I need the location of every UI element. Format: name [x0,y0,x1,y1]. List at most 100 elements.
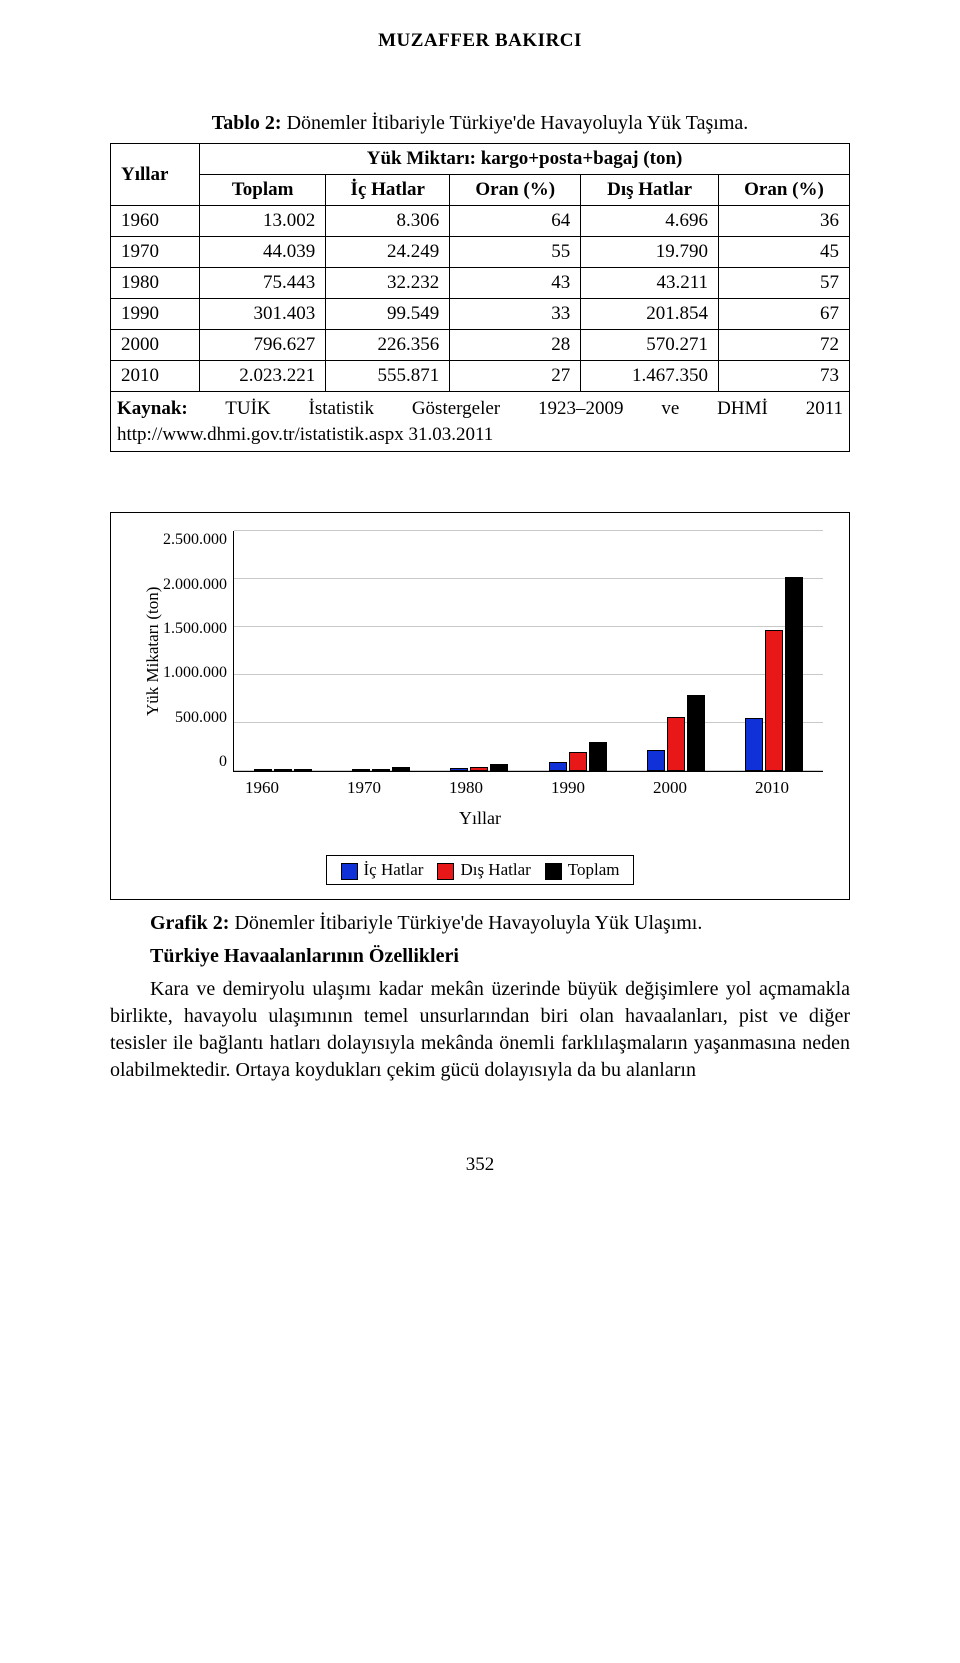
chart-gridline [234,530,823,531]
legend-label: Toplam [568,860,620,879]
legend-item: Toplam [545,860,620,880]
chart-bar [589,742,607,771]
chart-bar [450,768,468,771]
legend-swatch [545,863,562,880]
table-cell: 72 [719,330,850,361]
table-row: 1990301.40399.54933201.85467 [111,299,850,330]
chart-plot-area [233,531,823,772]
table-cell: 45 [719,237,850,268]
chart-bar-group [725,577,823,771]
chart-bar [745,718,763,771]
table-row: 196013.0028.306644.69636 [111,206,850,237]
chart-caption-prefix: Grafik 2: [150,912,229,934]
chart-y-tick: 1.500.000 [163,620,227,638]
chart-x-axis-ticks: 196019701980199020002010 [211,778,823,798]
table-row: 20102.023.221555.871271.467.35073 [111,361,850,392]
chart-y-tick: 0 [219,753,227,771]
chart-caption-text: Dönemler İtibariyle Türkiye'de Havayoluy… [229,912,702,934]
chart-x-tick: 1960 [211,778,313,798]
table-row: 2000796.627226.35628570.27172 [111,330,850,361]
table-cell: 570.271 [581,330,719,361]
table-cell: 24.249 [326,237,450,268]
table-title: Tablo 2: Dönemler İtibariyle Türkiye'de … [110,112,850,135]
table-cell: 19.790 [581,237,719,268]
legend-label: İç Hatlar [364,860,424,879]
chart-y-tick: 1.000.000 [163,664,227,682]
table-cell: 43 [450,268,581,299]
table-row: 198075.44332.2324343.21157 [111,268,850,299]
chart-bar [254,769,272,771]
table-cell: 43.211 [581,268,719,299]
section-heading: Türkiye Havaalanlarının Özellikleri [110,945,850,968]
table-column-header: Toplam [200,175,326,206]
chart-bar [667,717,685,772]
table-cell: 55 [450,237,581,268]
chart-y-axis-label: Yük Mikatarı (ton) [137,531,163,772]
chart-bar [569,752,587,771]
table-cell: 64 [450,206,581,237]
table-row-year: 1990 [111,299,200,330]
table-rowlabel-header: Yıllar [111,144,200,206]
table-column-header: Oran (%) [719,175,850,206]
page-header-author: MUZAFFER BAKIRCI [110,30,850,52]
chart-bar [490,764,508,771]
chart-bar [294,769,312,771]
chart-bar [274,769,292,771]
table-cell: 555.871 [326,361,450,392]
table-column-header: İç Hatlar [326,175,450,206]
table-cell: 226.356 [326,330,450,361]
table-row: 197044.03924.2495519.79045 [111,237,850,268]
chart-bar-group [234,769,332,771]
table-title-text: Dönemler İtibariyle Türkiye'de Havayoluy… [282,112,749,134]
table-column-header: Dış Hatlar [581,175,719,206]
table-cell: 44.039 [200,237,326,268]
chart-bar [765,630,783,771]
chart-bar-group [332,767,430,771]
table-cell: 73 [719,361,850,392]
chart-legend: İç Hatlar Dış Hatlar Toplam [326,855,635,885]
page-number: 352 [110,1154,850,1176]
table-source: Kaynak: TUİK İstatistik Göstergeler 1923… [110,392,850,452]
table-cell: 13.002 [200,206,326,237]
bar-chart: Yük Mikatarı (ton) 2.500.000 2.000.000 1.5… [110,512,850,900]
table-column-header: Oran (%) [450,175,581,206]
chart-bar [392,767,410,771]
legend-item: Dış Hatlar [437,860,530,880]
table-group-header: Yük Miktarı: kargo+posta+bagaj (ton) [200,144,850,175]
table-row-year: 1980 [111,268,200,299]
legend-item: İç Hatlar [341,860,424,880]
chart-x-tick: 1970 [313,778,415,798]
chart-bar-group [529,742,627,771]
table-cell: 4.696 [581,206,719,237]
table-cell: 28 [450,330,581,361]
table-cell: 8.306 [326,206,450,237]
chart-bar-group [627,695,725,771]
chart-bar [687,695,705,771]
legend-swatch [341,863,358,880]
chart-x-axis-label: Yıllar [137,808,823,829]
chart-y-axis-ticks: 2.500.000 2.000.000 1.500.000 1.000.000 500.… [163,531,233,771]
table-cell: 796.627 [200,330,326,361]
chart-x-tick: 2010 [721,778,823,798]
table-title-prefix: Tablo 2: [212,112,282,134]
chart-bar [372,769,390,771]
table-row-year: 1960 [111,206,200,237]
chart-x-tick: 1990 [517,778,619,798]
legend-swatch [437,863,454,880]
chart-y-tick: 2.500.000 [163,531,227,549]
table-cell: 57 [719,268,850,299]
data-table: Yıllar Yük Miktarı: kargo+posta+bagaj (t… [110,143,850,392]
chart-y-tick: 2.000.000 [163,576,227,594]
table-cell: 33 [450,299,581,330]
legend-label: Dış Hatlar [460,860,530,879]
table-header-row-1: Yıllar Yük Miktarı: kargo+posta+bagaj (t… [111,144,850,175]
chart-x-tick: 1980 [415,778,517,798]
table-cell: 36 [719,206,850,237]
chart-bar [785,577,803,771]
chart-bar [352,769,370,771]
table-cell: 99.549 [326,299,450,330]
table-cell: 27 [450,361,581,392]
chart-bar [647,750,665,772]
chart-y-tick: 500.000 [175,709,227,727]
table-cell: 67 [719,299,850,330]
